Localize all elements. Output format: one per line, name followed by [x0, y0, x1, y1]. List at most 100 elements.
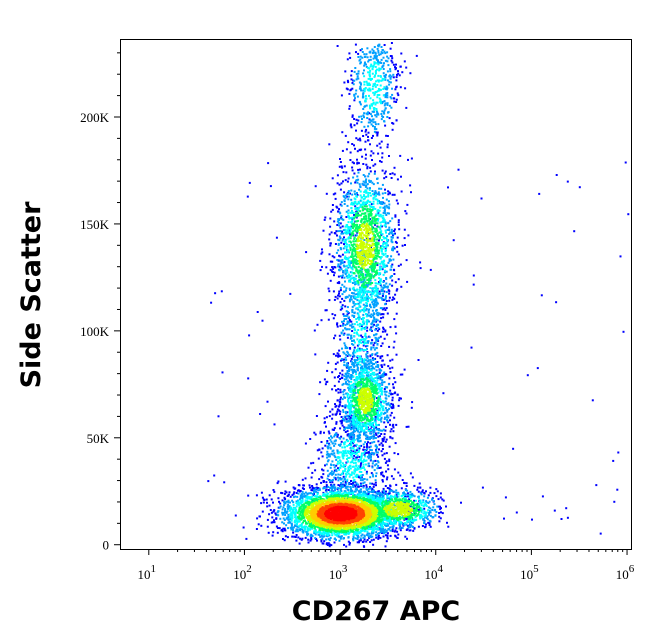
data-point — [299, 537, 302, 540]
data-point — [355, 321, 358, 323]
data-point — [358, 188, 361, 191]
data-point — [377, 152, 380, 155]
data-point — [447, 525, 450, 528]
data-point — [348, 493, 351, 496]
data-point — [354, 481, 357, 484]
data-point — [303, 484, 305, 487]
data-point — [324, 405, 327, 408]
data-point — [325, 484, 328, 487]
data-point — [304, 495, 306, 498]
data-point — [349, 347, 351, 349]
data-point — [365, 451, 368, 454]
data-point — [386, 285, 389, 288]
data-point — [442, 499, 445, 502]
data-point — [438, 512, 441, 514]
data-point — [397, 495, 400, 498]
data-point — [301, 528, 304, 531]
data-point — [371, 325, 374, 328]
data-point — [370, 425, 373, 428]
data-point — [395, 423, 398, 426]
data-point — [369, 119, 372, 122]
data-point — [385, 386, 388, 389]
data-point — [363, 191, 366, 194]
data-point — [266, 400, 269, 403]
data-point — [381, 379, 384, 382]
data-point — [367, 457, 370, 460]
data-point — [382, 293, 385, 295]
data-point — [371, 488, 374, 491]
data-point — [386, 92, 389, 94]
data-point — [354, 470, 357, 473]
data-point — [366, 56, 369, 59]
data-point — [363, 80, 366, 83]
data-point — [342, 390, 345, 393]
data-point — [399, 529, 402, 532]
data-point — [369, 282, 372, 284]
data-point — [383, 202, 386, 205]
data-point — [377, 435, 380, 438]
data-point — [392, 386, 395, 389]
data-point — [326, 369, 329, 372]
data-point — [311, 489, 314, 492]
data-point — [378, 97, 381, 100]
data-point — [294, 530, 297, 533]
data-point — [365, 295, 368, 298]
data-point — [386, 420, 389, 423]
data-point — [362, 425, 365, 428]
data-point — [368, 320, 370, 323]
data-point — [350, 443, 353, 446]
data-point — [284, 490, 287, 493]
data-point — [342, 271, 345, 274]
data-point — [356, 488, 359, 491]
data-point — [374, 444, 377, 447]
data-point — [361, 336, 364, 338]
data-point — [383, 100, 386, 103]
data-point — [388, 404, 391, 407]
data-point — [301, 478, 304, 481]
data-point — [378, 281, 380, 284]
data-point — [364, 371, 367, 374]
data-point — [352, 315, 355, 317]
data-point — [389, 47, 392, 50]
data-point — [342, 322, 345, 325]
data-point — [400, 190, 403, 193]
data-point — [353, 190, 356, 193]
data-point — [330, 231, 333, 234]
data-point — [354, 461, 357, 464]
data-point — [335, 251, 338, 254]
data-point — [311, 495, 314, 498]
data-point — [627, 213, 630, 216]
data-point — [358, 455, 361, 458]
data-point — [342, 437, 345, 440]
data-point — [355, 456, 358, 459]
data-point — [383, 290, 386, 293]
data-point — [362, 486, 365, 489]
data-point — [357, 291, 360, 294]
data-point — [381, 429, 384, 432]
data-point — [481, 486, 484, 489]
data-point — [295, 502, 298, 504]
data-point — [346, 271, 349, 274]
data-point — [384, 407, 387, 410]
data-point — [382, 405, 385, 408]
data-point — [359, 464, 362, 467]
data-point — [382, 326, 385, 329]
data-point — [388, 258, 391, 261]
data-point — [324, 309, 327, 312]
data-point — [354, 359, 357, 362]
data-point — [347, 482, 350, 485]
data-point — [389, 389, 392, 392]
data-point — [342, 171, 345, 174]
data-point — [348, 232, 351, 235]
data-point — [423, 495, 426, 498]
data-point — [286, 510, 289, 513]
data-point — [391, 248, 394, 251]
data-point — [379, 98, 382, 101]
data-point — [331, 177, 334, 180]
data-point — [361, 51, 364, 53]
data-point — [383, 74, 386, 77]
data-point — [325, 538, 328, 541]
data-point — [337, 535, 340, 538]
data-point — [363, 535, 366, 538]
data-point — [373, 427, 376, 430]
